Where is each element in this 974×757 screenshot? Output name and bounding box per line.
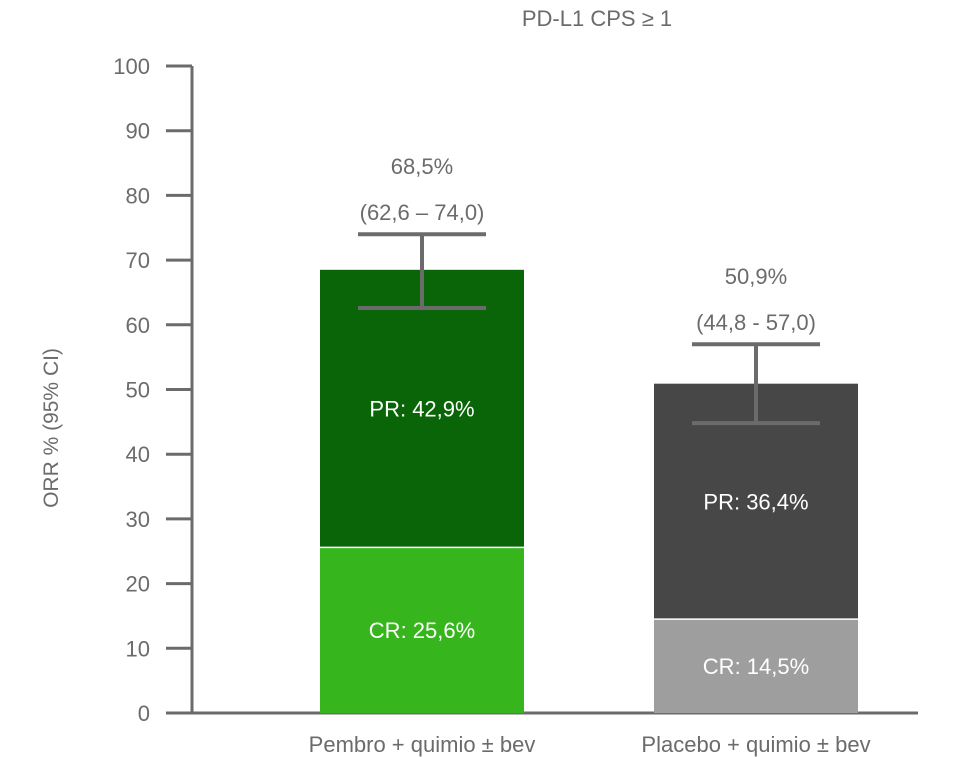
bar-segment	[320, 547, 524, 713]
ci-label: (62,6 – 74,0)	[360, 200, 485, 225]
y-tick-label: 50	[126, 378, 150, 403]
x-tick-label: Placebo + quimio ± bev	[641, 732, 870, 757]
total-label: 68,5%	[391, 154, 453, 179]
segment-label: CR: 25,6%	[369, 618, 475, 643]
y-tick-label: 100	[113, 54, 150, 79]
data-labels: CR: 25,6% PR: 42,9% CR: 14,5% PR: 36,4% (62,…	[360, 154, 816, 679]
y-tick-label: 40	[126, 442, 150, 467]
y-tick-label: 90	[126, 119, 150, 144]
chart-title: PD-L1 CPS ≥ 1	[522, 6, 672, 31]
total-label: 50,9%	[725, 264, 787, 289]
error-bars	[358, 232, 820, 426]
y-tick-label: 30	[126, 507, 150, 532]
segment-label: PR: 42,9%	[369, 397, 474, 422]
y-tick-label: 60	[126, 313, 150, 338]
ci-label: (44,8 - 57,0)	[696, 310, 816, 335]
y-axis-label: ORR % (95% CI)	[40, 348, 63, 508]
axes: 0 10 20 30 40 50 60 70 80 90 100 Pembro + quimio ± …	[113, 54, 918, 757]
y-tick-label: 10	[126, 636, 150, 661]
y-tick-label: 20	[126, 572, 150, 597]
y-tick-label: 70	[126, 248, 150, 273]
segment-label: PR: 36,4%	[703, 489, 808, 514]
y-tick-label: 0	[138, 701, 150, 726]
bar-segment	[654, 619, 858, 713]
bar-segment	[320, 269, 524, 548]
y-tick-label: 80	[126, 183, 150, 208]
segment-label: CR: 14,5%	[703, 654, 809, 679]
x-tick-label: Pembro + quimio ± bev	[309, 732, 536, 757]
